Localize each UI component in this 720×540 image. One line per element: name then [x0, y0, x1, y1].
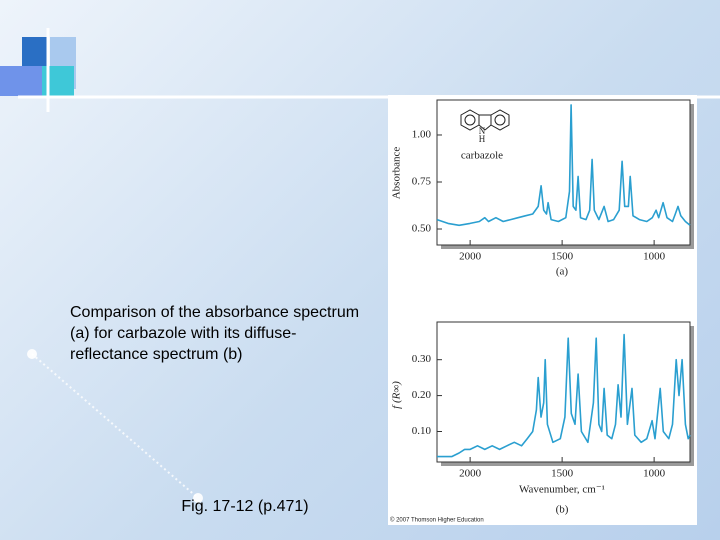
- x-tick-label: 2000: [459, 468, 482, 480]
- ring-aromatic: [464, 114, 476, 126]
- bond: [478, 124, 486, 131]
- spectrum-line: [437, 333, 691, 458]
- x-tick-label: 1500: [551, 251, 574, 263]
- y-tick-label: 0.75: [412, 176, 432, 188]
- atom-label: H: [479, 134, 486, 144]
- spectrum-line: [436, 104, 691, 227]
- deco-square: [22, 37, 48, 67]
- y-tick-label: 1.00: [412, 129, 432, 141]
- deco-dot: [27, 349, 37, 359]
- y-tick-label: 0.30: [412, 353, 432, 365]
- copyright: © 2007 Thomson Higher Education: [390, 517, 484, 524]
- x-tick-label: 2000: [459, 251, 482, 263]
- x-axis-label: Wavenumber, cm⁻¹: [519, 484, 605, 496]
- x-tick-label: 1000: [643, 251, 666, 263]
- caption: Comparison of the absorbance spectrum (a…: [70, 304, 360, 363]
- y-axis-label: Absorbance: [391, 147, 403, 200]
- ring-aromatic: [494, 114, 506, 126]
- atom-label: N: [479, 126, 486, 136]
- y-tick-label: 0.50: [412, 223, 432, 235]
- y-tick-label: 0.20: [412, 389, 432, 401]
- deco-dots: [31, 353, 199, 499]
- panel-label: (b): [556, 504, 569, 516]
- annotation: carbazole: [461, 150, 503, 162]
- plot-frame: [436, 321, 691, 463]
- x-tick-label: 1500: [551, 468, 574, 480]
- y-axis-label: f (R∞): [391, 381, 403, 409]
- panel-label: (a): [556, 266, 569, 278]
- deco-square: [0, 66, 42, 96]
- y-tick-label: 0.10: [412, 425, 432, 437]
- bond: [484, 124, 492, 131]
- x-tick-label: 1000: [643, 468, 666, 480]
- carbazole-structure: [460, 109, 510, 131]
- figure-reference: Fig. 17-12 (p.471): [181, 498, 309, 515]
- deco-dot: [193, 493, 203, 503]
